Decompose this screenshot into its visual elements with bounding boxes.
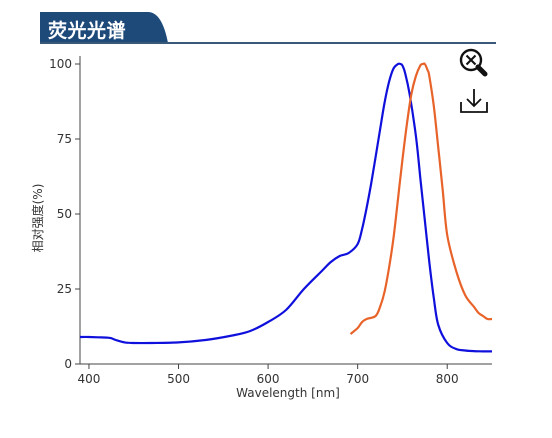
y-tick-label: 0: [64, 357, 72, 371]
chart-series-layer: [79, 62, 493, 353]
x-tick-label: 500: [167, 372, 190, 386]
x-tick-label: 800: [436, 372, 459, 386]
x-tick-label: 600: [257, 372, 280, 386]
x-axis-title: Wavelength [nm]: [236, 386, 340, 400]
x-tick-label: 400: [78, 372, 101, 386]
zoom-out-icon: [459, 48, 488, 77]
y-tick-label: 25: [57, 282, 72, 296]
y-tick-label: 75: [57, 132, 72, 146]
emission-spectrum-line: [349, 62, 493, 335]
y-tick-label: 100: [49, 57, 72, 71]
chart-axes: 0 25 50 75 100 400 500 600 700 800: [49, 56, 492, 386]
zoom-out-button[interactable]: [456, 46, 492, 82]
header-divider: [40, 42, 496, 44]
download-button[interactable]: [458, 86, 490, 116]
y-tick-label: 50: [57, 207, 72, 221]
y-axis-title: 相对强度(%): [30, 184, 45, 253]
x-tick-label: 700: [346, 372, 369, 386]
page-title: 荧光光谱: [48, 20, 127, 42]
download-icon: [460, 89, 488, 113]
excitation-spectrum-line: [79, 62, 493, 353]
header-tab-shape: [40, 12, 168, 43]
